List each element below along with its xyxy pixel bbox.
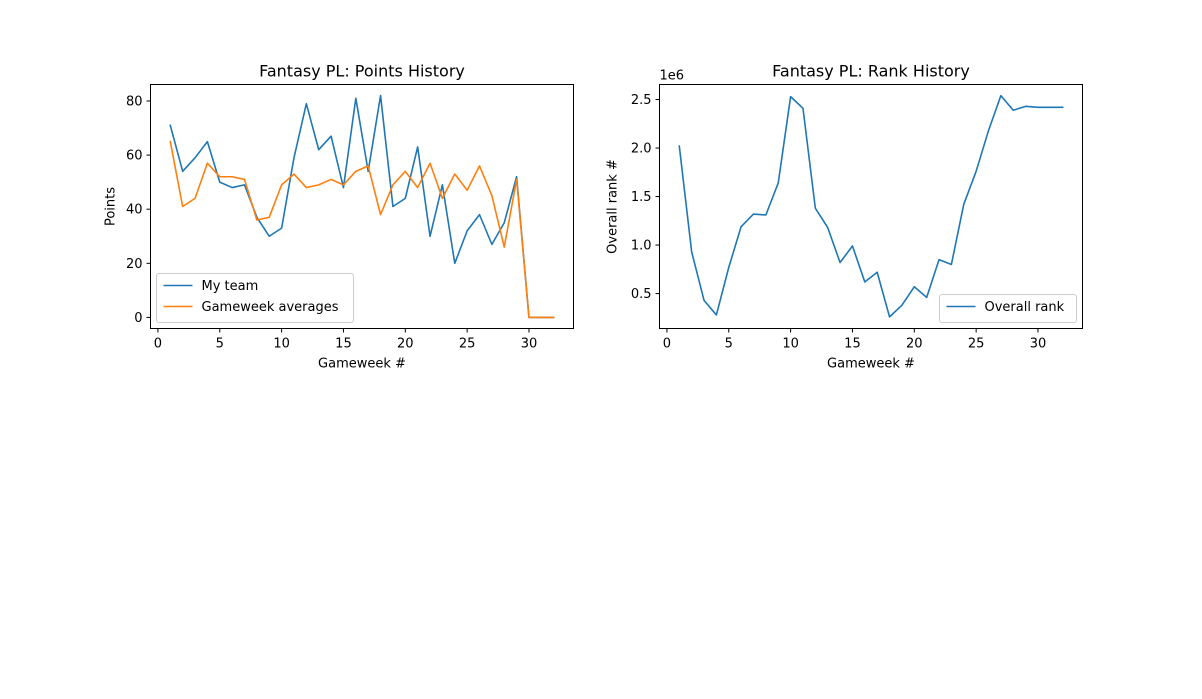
chart-2-x-tick-label: 30 [1030, 337, 1047, 352]
chart-2-legend-box [939, 294, 1077, 323]
chart-1-y-tick-label: 20 [126, 257, 143, 272]
chart-2-x-tick-label: 10 [782, 337, 799, 352]
chart-2-y-tick-label: 2.5 [631, 93, 652, 108]
chart-2-x-tick-label: 5 [725, 337, 733, 352]
chart-1-series-my-team-line [169, 94, 555, 319]
chart-2-x-tick-label: 15 [844, 337, 861, 352]
chart-2-x-axis-label: Gameweek # [827, 357, 915, 372]
chart-2-y-multiplier: 1e6 [660, 69, 685, 84]
chart-1-x-tick-label: 30 [521, 337, 538, 352]
chart-1-x-tick-label: 20 [397, 337, 414, 352]
chart-1-x-tick-label: 15 [335, 337, 352, 352]
chart-2: Fantasy PL: Rank History 0 5 10 15 20 25 30 0.5 1… [606, 62, 1083, 372]
chart-1-y-tick-label: 80 [126, 95, 143, 110]
chart-1-legend-label: Gameweek averages [202, 300, 339, 315]
chart-2-y-axis-label: Overall rank # [606, 159, 621, 254]
chart-2-x-tick-label: 20 [906, 337, 923, 352]
chart-2-y-tick-label: 1.0 [631, 239, 652, 254]
chart-1-legend: My team Gameweek averages [156, 273, 354, 323]
chart-1-x-tick-label: 5 [216, 337, 224, 352]
chart-1-x-tick-label: 10 [273, 337, 290, 352]
chart-1-x-axis-label: Gameweek # [318, 357, 406, 372]
chart-1-y-tick-label: 40 [126, 203, 143, 218]
chart-1: Fantasy PL: Points History 0 5 10 15 20 25 30 0 2… [104, 62, 574, 372]
chart-2-x-tick-label: 0 [663, 337, 671, 352]
chart-2-legend-label: Overall rank [985, 300, 1065, 315]
chart-2-y-tick-label: 1.5 [631, 190, 652, 205]
chart-1-y-axis-label: Points [104, 187, 119, 226]
chart-1-legend-label: My team [202, 279, 259, 294]
chart-2-title: Fantasy PL: Rank History [772, 62, 970, 81]
chart-1-y-tick-label: 0 [134, 311, 142, 326]
chart-1-y-tick-label: 60 [126, 149, 143, 164]
chart-1-axes-frame [150, 84, 574, 329]
chart-2-x-tick-label: 25 [968, 337, 985, 352]
chart-1-plot-area [169, 94, 555, 319]
chart-1-legend-box [156, 273, 354, 323]
chart-2-series-overall-rank-line [678, 94, 1064, 318]
chart-2-plot-area [678, 94, 1064, 318]
chart-2-y-tick-label: 2.0 [631, 142, 652, 157]
chart-1-series-gameweek-averages-line [169, 140, 555, 319]
chart-2-y-tick-label: 0.5 [631, 287, 652, 302]
chart-2-axes-frame [659, 84, 1083, 329]
chart-1-x-tick-label: 0 [154, 337, 162, 352]
chart-1-x-tick-label: 25 [459, 337, 476, 352]
chart-2-legend: Overall rank [939, 294, 1077, 323]
chart-1-title: Fantasy PL: Points History [259, 62, 465, 81]
